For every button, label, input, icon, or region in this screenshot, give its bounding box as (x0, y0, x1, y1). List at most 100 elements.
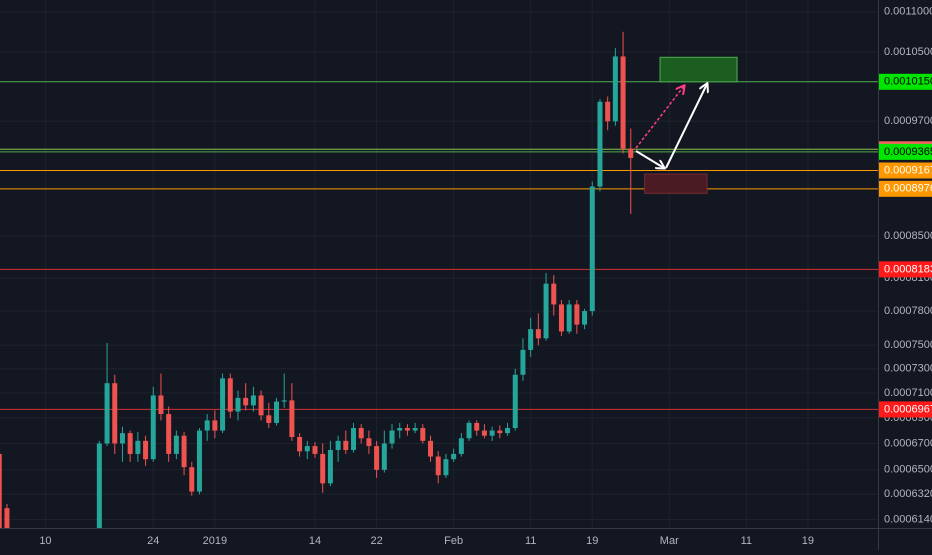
candle-body (181, 435, 187, 468)
candle-body (582, 311, 588, 325)
y-tick-label: 0.0009700 (884, 115, 932, 127)
y-tick-label: 0.0006500 (884, 464, 932, 476)
candle-body (266, 415, 272, 423)
candle-body (428, 440, 434, 457)
candle-body (196, 430, 202, 492)
candle-body (374, 446, 380, 470)
candle-body (227, 378, 233, 412)
candle-body (558, 304, 564, 332)
y-tick-label: 0.0007300 (884, 363, 932, 375)
x-tick-label: 19 (802, 535, 814, 547)
zones (644, 56, 738, 194)
candle-body (281, 400, 287, 402)
level-label: 0.0006967 (884, 403, 932, 415)
arrow (635, 150, 664, 168)
grid (0, 0, 878, 528)
arrows (635, 84, 707, 169)
levels (0, 81, 878, 410)
candle-body (481, 430, 487, 436)
candle-body (489, 430, 495, 436)
x-tick-label: 22 (370, 535, 382, 547)
x-tick-label: 2019 (203, 535, 227, 547)
candle-body (474, 422, 480, 431)
x-tick-label: 14 (309, 535, 321, 547)
level-label-box (879, 180, 932, 197)
x-tick-label: 11 (741, 535, 752, 547)
candle-body (389, 430, 395, 444)
candle-body (620, 56, 626, 149)
axes: 10 24 2019 14 22 Feb 11 19 Mar 11 19 0.0011000 0.001… (39, 6, 932, 547)
candle-body (243, 397, 249, 406)
candle-body (612, 56, 618, 122)
candle-body (0, 453, 2, 528)
candle-body (320, 453, 326, 484)
candle-body (451, 453, 457, 460)
candle-body (127, 433, 133, 454)
arrow (635, 86, 684, 149)
candle-body (250, 395, 256, 406)
candle-body (458, 438, 464, 454)
candle-body (104, 383, 110, 444)
x-tick-label: Feb (444, 535, 463, 547)
candle-body (220, 378, 226, 431)
candle-body (258, 395, 264, 416)
candle-body (173, 435, 179, 454)
candle-body (397, 428, 403, 431)
candle-body (512, 374, 518, 429)
candle-body (289, 400, 295, 437)
candle-body (297, 436, 303, 452)
arrow (665, 84, 707, 169)
y-tick-label: 0.0010500 (884, 46, 932, 58)
level-label: 0.0009365 (884, 146, 932, 158)
candle-body (166, 414, 172, 454)
candle-body (528, 329, 534, 350)
level-label-box (879, 162, 932, 179)
candle-body (366, 438, 372, 447)
candle-body (605, 101, 611, 122)
candle-body (551, 283, 557, 305)
candle-body (351, 428, 357, 450)
level-label-box (879, 143, 932, 160)
candle-body (443, 459, 449, 476)
candle-body (335, 440, 341, 450)
candle-body (412, 428, 418, 431)
level-label-box (879, 401, 932, 418)
candle-body (566, 304, 572, 332)
candle-body (505, 428, 511, 434)
candle-body (150, 395, 156, 460)
level-label-box (879, 73, 932, 90)
candle-body (574, 304, 580, 325)
level-label-box (879, 261, 932, 278)
y-tick-label: 0.0007500 (884, 339, 932, 351)
candle-body (273, 401, 279, 423)
x-tick-label: 10 (39, 535, 51, 547)
candle-body (597, 101, 603, 187)
candle-body (189, 467, 195, 492)
candle-body (96, 443, 102, 528)
candle-body (497, 430, 503, 434)
candle-body (589, 186, 595, 312)
candle-body (520, 349, 526, 375)
candle-body (628, 148, 634, 158)
x-tick-label: 11 (525, 535, 536, 547)
candle-body (420, 428, 426, 441)
candle-body (212, 420, 218, 431)
zone (644, 173, 708, 194)
x-tick-label: Mar (660, 535, 679, 547)
y-tick-label: 0.0007100 (884, 387, 932, 399)
zone (659, 56, 738, 83)
candle-body (543, 283, 549, 339)
candle-body (327, 449, 333, 484)
candle-body (4, 508, 10, 528)
y-tick-label: 0.0006700 (884, 437, 932, 449)
candle-body (343, 440, 349, 450)
y-tick-label: 0.0006140 (884, 513, 932, 525)
candles (0, 31, 634, 528)
candle-body (204, 420, 210, 431)
level-label: 0.0008183 (884, 263, 932, 275)
candle-body (381, 443, 387, 470)
candle-body (358, 428, 364, 439)
level-label: 0.0010150 (884, 76, 932, 88)
